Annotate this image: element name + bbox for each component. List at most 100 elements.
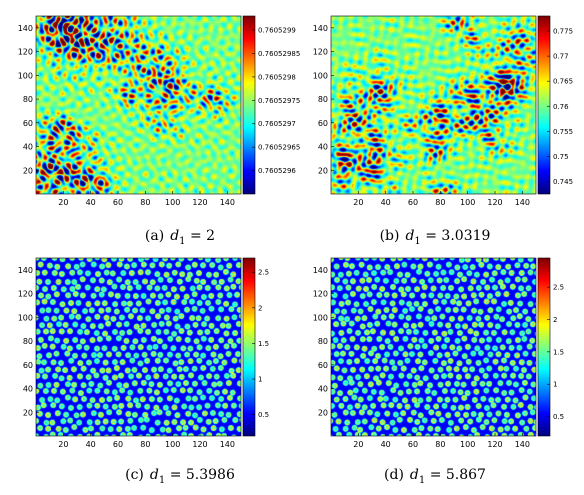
x-tick-label: 100 [165,198,180,207]
colorbar-tick-label: 1.5 [553,348,564,356]
caption-d: (d) d1 = 5.867 [315,467,555,486]
x-tick-label: 20 [353,198,363,207]
colorbar-tick-label: 0.7605296 [258,167,296,175]
caption-value: = 5.867 [429,467,486,483]
x-tick-label: 100 [460,440,475,449]
x-tick-label: 80 [140,440,150,449]
caption-symbol: d [405,228,415,244]
colorbar-tick-label: 0.765 [553,78,573,86]
colorbar-tick-label: 2 [258,304,262,312]
x-tick-label: 80 [435,198,445,207]
caption-b: (b) d1 = 3.0319 [315,228,555,247]
x-tick-label: 140 [220,198,235,207]
colorbar-tick-label: 0.77 [553,53,569,61]
colorbar-tick-label: 2.5 [553,284,564,292]
colorbar-gradient [243,258,255,436]
caption-subscript: 1 [418,474,426,486]
y-tick-label: 60 [318,119,328,128]
y-tick-label: 20 [23,408,33,417]
colorbar-tick-label: 0.75 [553,153,569,161]
caption-symbol: d [409,467,419,483]
y-tick-label: 140 [18,266,33,275]
caption-value: = 5.3986 [169,467,235,483]
colorbar-gradient [538,16,550,194]
colorbar-tick-label: 0.76052965 [258,144,300,152]
caption-symbol: d [149,467,159,483]
y-tick-label: 120 [18,48,33,57]
y-tick-label: 100 [18,71,33,80]
caption-symbol: d [170,228,180,244]
x-tick-label: 60 [113,198,123,207]
caption-value: = 3.0319 [425,228,491,244]
caption-label: (d) [384,467,404,483]
y-tick-label: 120 [18,290,33,299]
caption-a: (a) d1 = 2 [60,228,300,247]
colorbar-tick-label: 0.745 [553,178,573,186]
colorbar-tick-label: 0.755 [553,128,573,136]
y-tick-label: 20 [318,166,328,175]
x-tick-label: 60 [113,440,123,449]
caption-label: (c) [125,467,144,483]
colorbar-tick-label: 0.775 [553,28,573,36]
x-tick-label: 120 [192,198,207,207]
colorbar-tick-label: 0.5 [258,411,269,419]
x-tick-label: 40 [86,198,96,207]
heatmap-image [331,258,536,436]
colorbar-tick-label: 0.7605297 [258,120,296,128]
y-tick-label: 140 [313,266,328,275]
x-tick-label: 100 [460,198,475,207]
y-tick-label: 80 [23,337,33,346]
y-tick-label: 40 [23,143,33,152]
x-tick-label: 120 [192,440,207,449]
x-tick-label: 20 [58,440,68,449]
x-tick-label: 40 [381,440,391,449]
y-tick-label: 40 [318,385,328,394]
x-tick-label: 120 [487,198,502,207]
y-tick-label: 60 [318,361,328,370]
y-tick-label: 80 [23,95,33,104]
colorbar-gradient [538,258,550,436]
colorbar-tick-label: 0.7605299 [258,27,296,35]
heatmap-image [331,16,536,194]
caption-label: (a) [144,228,165,244]
colorbar-tick-label: 0.76052975 [258,97,300,105]
colorbar-tick-label: 2 [553,316,557,324]
caption-subscript: 1 [414,235,421,247]
y-tick-label: 80 [318,95,328,104]
x-tick-label: 120 [487,440,502,449]
y-tick-label: 140 [18,24,33,33]
x-tick-label: 60 [408,198,418,207]
y-tick-label: 120 [313,290,328,299]
x-tick-label: 20 [353,440,363,449]
x-tick-label: 140 [515,440,530,449]
caption-label: (b) [379,228,400,244]
colorbar-tick-label: 0.76 [553,103,569,111]
colorbar-tick-label: 0.5 [553,413,564,421]
x-tick-label: 20 [58,198,68,207]
caption-value: = 2 [189,228,216,244]
y-tick-label: 40 [23,385,33,394]
x-tick-label: 140 [515,198,530,207]
x-tick-label: 100 [165,440,180,449]
colorbar-tick-label: 0.76052985 [258,50,300,58]
x-tick-label: 140 [220,440,235,449]
y-tick-label: 40 [318,143,328,152]
colorbar-tick-label: 2.5 [258,269,269,277]
x-tick-label: 80 [140,198,150,207]
y-tick-label: 60 [23,361,33,370]
y-tick-label: 80 [318,337,328,346]
y-tick-label: 20 [318,408,328,417]
y-tick-label: 140 [313,24,328,33]
x-tick-label: 80 [435,440,445,449]
y-tick-label: 100 [313,313,328,322]
y-tick-label: 100 [18,313,33,322]
x-tick-label: 60 [408,440,418,449]
colorbar-tick-label: 0.7605298 [258,73,296,81]
heatmap-image [36,16,241,194]
y-tick-label: 100 [313,71,328,80]
y-tick-label: 120 [313,48,328,57]
heatmap-image [36,258,241,436]
y-tick-label: 60 [23,119,33,128]
caption-c: (c) d1 = 5.3986 [60,467,300,486]
colorbar-tick-label: 1.5 [258,340,269,348]
